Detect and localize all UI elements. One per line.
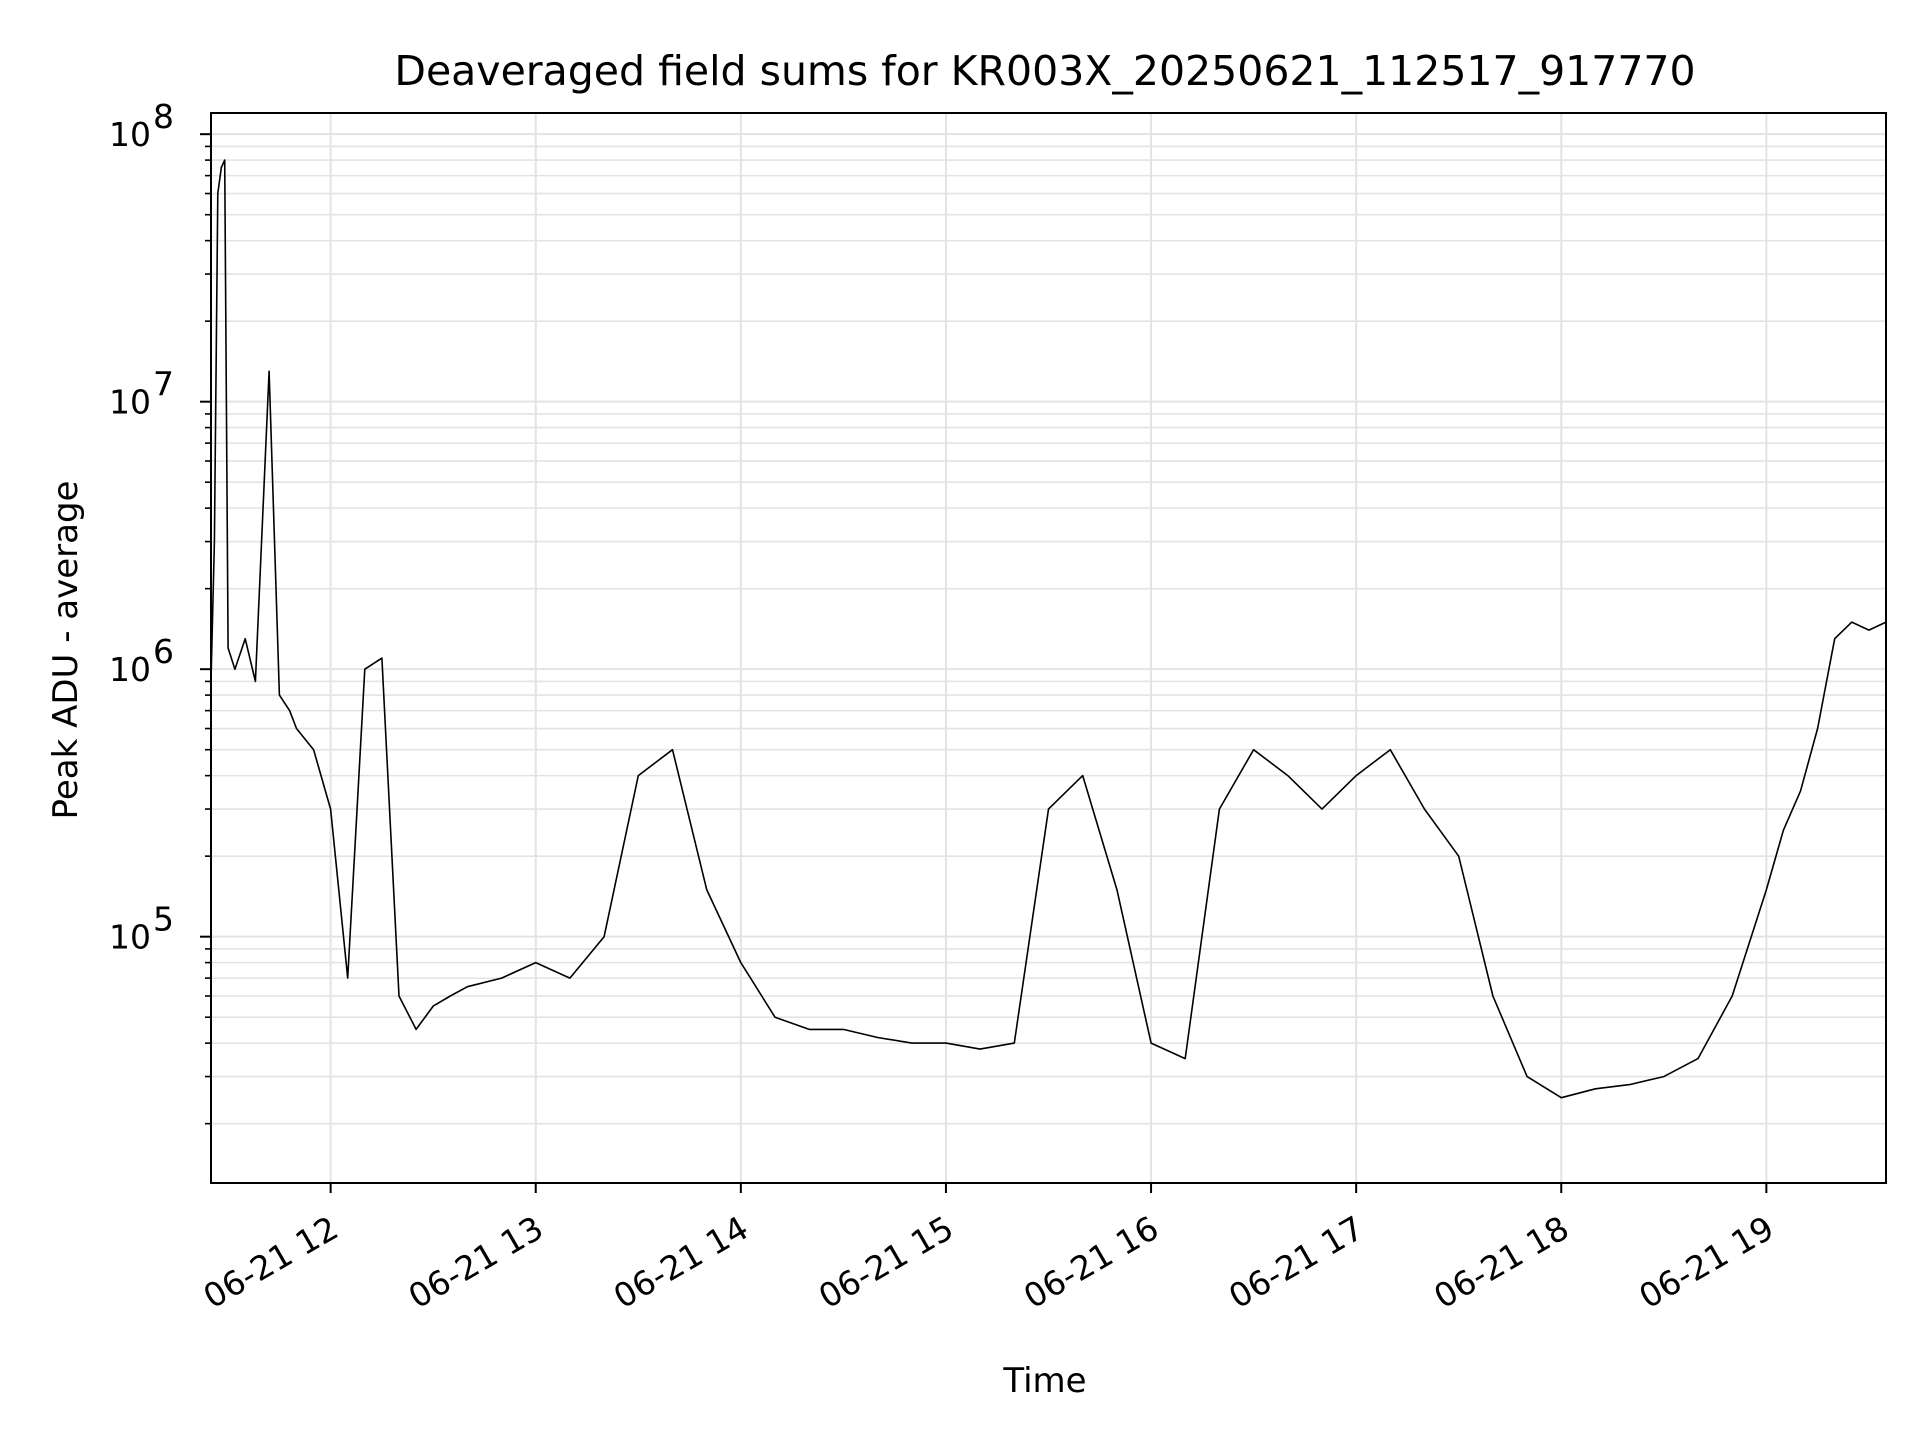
x-tick-label: 06-21 16 [1017, 1208, 1165, 1316]
x-tick-label: 06-21 17 [1222, 1208, 1370, 1316]
y-tick-exponent: 8 [153, 97, 174, 136]
x-tick-label: 06-21 18 [1427, 1208, 1575, 1316]
x-axis-label: Time [1002, 1361, 1086, 1401]
series-line-0 [210, 159, 1887, 1099]
x-tick-label: 06-21 15 [812, 1208, 960, 1316]
y-tick-exponent: 6 [153, 632, 174, 671]
x-tick-label: 06-21 13 [402, 1208, 550, 1316]
x-tick-label: 06-21 19 [1632, 1208, 1780, 1316]
y-axis-label: Peak ADU - average [46, 481, 86, 820]
y-tick-label: 10 [109, 115, 151, 154]
y-tick-label: 10 [109, 650, 151, 689]
grid [211, 113, 1886, 1183]
y-tick-exponent: 7 [153, 365, 174, 404]
y-tick-label: 10 [109, 383, 151, 422]
y-tick-label: 10 [109, 918, 151, 957]
series-layer [210, 159, 1887, 1099]
x-tick-label: 06-21 14 [607, 1208, 755, 1316]
y-tick-exponent: 5 [153, 900, 174, 939]
x-axis-ticks: 06-21 12 06-21 13 06-21 14 06-21 15 06-21 16… [197, 1183, 1780, 1316]
x-tick-label: 06-21 12 [197, 1208, 345, 1316]
plot-frame [210, 112, 1887, 1184]
chart-title: Deaveraged field sums for KR003X_2025062… [394, 47, 1695, 95]
